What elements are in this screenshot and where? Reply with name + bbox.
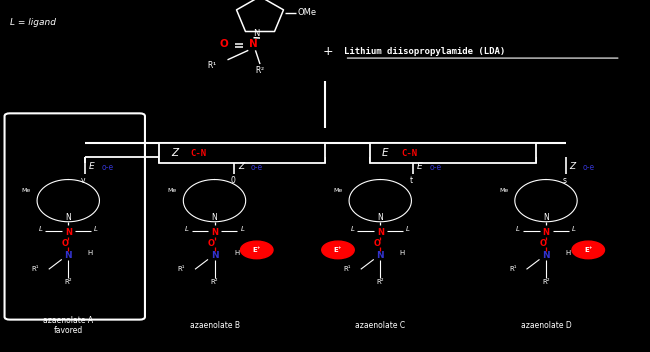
Text: L: L <box>350 226 354 232</box>
Text: H: H <box>400 250 405 257</box>
Text: N: N <box>376 251 384 260</box>
Text: t: t <box>410 176 413 185</box>
Text: E: E <box>382 148 389 158</box>
Text: o-e: o-e <box>101 163 114 172</box>
Text: L: L <box>38 226 42 232</box>
Text: E: E <box>417 162 423 171</box>
Text: R¹: R¹ <box>343 266 351 272</box>
Text: L: L <box>185 226 188 232</box>
Text: O: O <box>374 239 380 248</box>
Circle shape <box>322 241 354 259</box>
Text: N: N <box>254 29 260 38</box>
Text: N: N <box>249 39 258 49</box>
Text: O: O <box>540 239 546 248</box>
Text: N: N <box>543 228 549 237</box>
Text: E⁺: E⁺ <box>584 247 593 253</box>
Text: R¹: R¹ <box>177 266 185 272</box>
Text: R¹: R¹ <box>31 266 39 272</box>
Text: N: N <box>66 213 71 222</box>
Text: OMe: OMe <box>298 8 317 17</box>
Text: azaenolate A
favored: azaenolate A favored <box>43 316 94 335</box>
Text: C-N: C-N <box>190 149 207 158</box>
Text: s: s <box>562 176 566 185</box>
Text: E⁺: E⁺ <box>252 247 261 253</box>
Text: L: L <box>572 226 576 232</box>
Text: R²: R² <box>255 66 265 75</box>
Text: N: N <box>378 213 383 222</box>
Text: o-e: o-e <box>430 163 442 172</box>
Text: C-N: C-N <box>402 149 418 158</box>
Text: Z: Z <box>569 162 575 171</box>
Text: R²: R² <box>211 278 218 285</box>
Text: Me: Me <box>499 188 508 193</box>
Text: H: H <box>566 250 571 257</box>
Text: N: N <box>65 228 72 237</box>
Text: N: N <box>211 251 218 260</box>
Text: Z: Z <box>238 162 244 171</box>
Text: 0: 0 <box>231 176 235 185</box>
Text: azaenolate B: azaenolate B <box>190 321 239 330</box>
Text: o-e: o-e <box>582 163 595 172</box>
Text: E⁺: E⁺ <box>333 247 343 253</box>
Text: O: O <box>208 239 214 248</box>
FancyBboxPatch shape <box>370 143 536 163</box>
Text: Lithium diisopropylamide (LDA): Lithium diisopropylamide (LDA) <box>344 46 506 56</box>
Text: E: E <box>88 162 94 171</box>
Text: L = ligand: L = ligand <box>10 18 56 27</box>
Text: azaenolate C: azaenolate C <box>355 321 406 330</box>
Text: R²: R² <box>64 278 72 285</box>
Text: N: N <box>64 251 72 260</box>
Text: L: L <box>240 226 244 232</box>
Text: O: O <box>220 39 229 49</box>
Text: L: L <box>406 226 410 232</box>
Text: H: H <box>234 250 239 257</box>
Text: R²: R² <box>542 278 550 285</box>
FancyBboxPatch shape <box>159 143 325 163</box>
Text: L: L <box>516 226 520 232</box>
Text: +: + <box>323 45 333 57</box>
Text: N: N <box>543 213 549 222</box>
Text: N: N <box>211 228 218 237</box>
Text: R¹: R¹ <box>208 61 218 70</box>
Text: R¹: R¹ <box>509 266 517 272</box>
Text: Me: Me <box>168 188 177 193</box>
Circle shape <box>572 241 604 259</box>
Text: o-e: o-e <box>251 163 263 172</box>
Text: Z: Z <box>171 148 178 158</box>
Text: N: N <box>377 228 384 237</box>
Text: R²: R² <box>376 278 384 285</box>
Text: azaenolate D: azaenolate D <box>521 321 571 330</box>
Text: L: L <box>94 226 98 232</box>
Text: Me: Me <box>21 188 31 193</box>
Text: Me: Me <box>333 188 343 193</box>
Text: N: N <box>542 251 550 260</box>
Text: v: v <box>81 176 86 185</box>
Circle shape <box>240 241 273 259</box>
Text: O: O <box>62 239 68 248</box>
Text: H: H <box>88 250 93 257</box>
Text: N: N <box>212 213 217 222</box>
